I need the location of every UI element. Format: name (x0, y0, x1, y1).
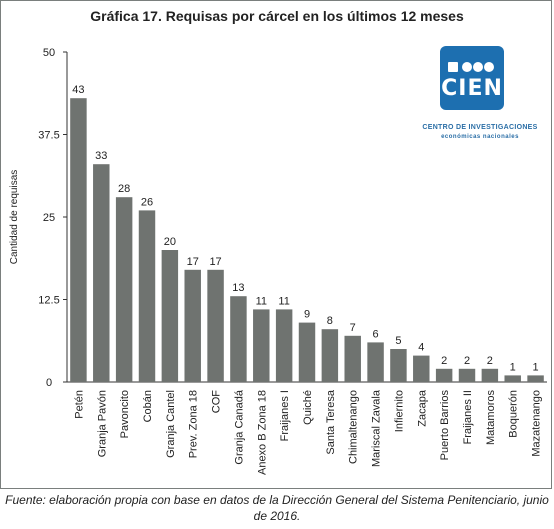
x-category-label: Santa Teresa (325, 389, 337, 455)
bar (321, 329, 339, 382)
bar (344, 335, 361, 382)
x-category-label: Pavoncito (119, 390, 131, 438)
y-tick-label: 50 (43, 47, 55, 59)
x-category-label: Matamoros (485, 390, 497, 446)
x-category-label: Puerto Barrios (439, 390, 451, 461)
bar-value-label: 1 (533, 361, 539, 373)
bar (230, 296, 247, 382)
chart-frame (0, 0, 552, 489)
bar-value-label: 13 (232, 282, 244, 294)
x-category-label: Quiché (302, 390, 314, 425)
x-category-label: Infiernito (393, 390, 405, 432)
bar (298, 322, 316, 382)
bar-value-label: 17 (209, 256, 221, 268)
x-category-label: Petén (73, 390, 85, 419)
bar-value-label: 4 (418, 342, 424, 354)
bar-value-label: 20 (164, 236, 176, 248)
bar-value-label: 26 (141, 196, 153, 208)
bar (115, 197, 133, 382)
y-tick-label: 25 (43, 212, 55, 224)
bar (458, 368, 476, 382)
bar-value-label: 8 (327, 315, 333, 327)
y-axis-title: Cantidad de requisas (9, 170, 20, 265)
bar-value-label: 11 (256, 295, 267, 307)
bar-value-label: 2 (487, 355, 493, 367)
x-category-label: Boquerón (508, 390, 520, 438)
x-category-label: Mariscal Zavala (371, 389, 383, 467)
x-category-label: COF (211, 390, 223, 414)
bar-value-label: 17 (187, 256, 199, 268)
x-category-label: Cobán (142, 390, 154, 422)
x-category-label: Fraijanes II (462, 390, 474, 444)
x-category-label: Granja Canadá (233, 389, 245, 464)
bar-value-label: 43 (72, 84, 84, 96)
bar-value-label: 5 (395, 335, 401, 347)
x-category-label: Granja Pavón (96, 390, 108, 457)
bar-value-label: 33 (95, 150, 107, 162)
bar-value-label: 7 (350, 322, 356, 334)
bar-value-label: 1 (510, 361, 516, 373)
bar (138, 210, 156, 382)
x-category-label: Mazatenango (531, 390, 543, 457)
x-category-label: Anexo B Zona 18 (256, 390, 268, 475)
x-category-label: Zacapa (416, 389, 428, 427)
y-tick-label: 37.5 (38, 130, 59, 142)
bar-value-label: 2 (441, 355, 447, 367)
bar-value-label: 6 (373, 328, 379, 340)
x-category-label: Chimaltenango (348, 390, 360, 464)
bar-value-label: 11 (278, 295, 289, 307)
bar (527, 375, 544, 382)
bar (161, 250, 179, 382)
bar (184, 269, 201, 382)
cien-logo: CIEN (440, 46, 504, 110)
source-note: Fuente: elaboración propia con base en d… (5, 493, 549, 523)
x-category-label: Fraijanes I (279, 390, 291, 441)
x-category-label: Prev. Zona 18 (188, 390, 200, 458)
chart-title: Gráfica 17. Requisas por cárcel en los ú… (90, 8, 464, 24)
bar (435, 368, 453, 382)
bar (481, 368, 499, 382)
bar (207, 269, 224, 382)
bar (390, 349, 407, 382)
x-category-label: Granja Cantel (165, 390, 177, 458)
org-name: CENTRO DE INVESTIGACIONES (422, 124, 538, 131)
y-tick-label: 0 (46, 377, 52, 389)
y-tick-label: 12.5 (38, 295, 59, 307)
bar-value-label: 9 (304, 309, 310, 321)
logo-dots-icon (448, 62, 494, 72)
logo-text: CIEN (441, 76, 503, 101)
bar (367, 342, 384, 382)
bar (70, 98, 87, 382)
bar (275, 309, 293, 382)
bar (253, 309, 270, 382)
bar (413, 355, 430, 382)
org-subtitle: económicas nacionales (441, 134, 519, 140)
bar-value-label: 2 (464, 355, 470, 367)
bar (93, 164, 110, 382)
bar-value-label: 28 (118, 183, 130, 195)
bar (504, 375, 521, 382)
